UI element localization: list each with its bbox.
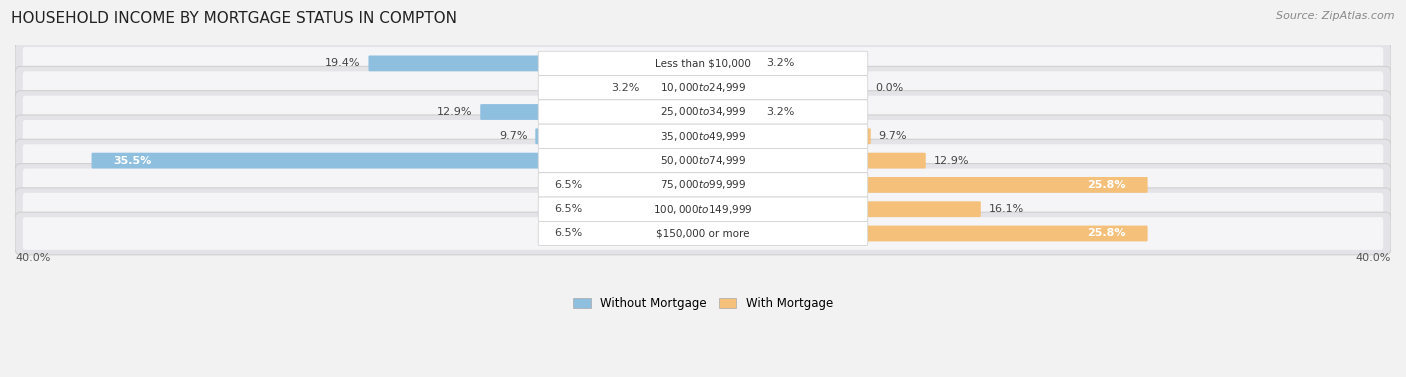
Text: 3.2%: 3.2% bbox=[612, 83, 640, 93]
Text: 3.2%: 3.2% bbox=[766, 58, 794, 68]
FancyBboxPatch shape bbox=[22, 193, 1384, 225]
FancyBboxPatch shape bbox=[538, 100, 868, 124]
FancyBboxPatch shape bbox=[536, 129, 540, 144]
FancyBboxPatch shape bbox=[368, 55, 540, 71]
FancyBboxPatch shape bbox=[22, 71, 1384, 104]
Text: 25.8%: 25.8% bbox=[1088, 228, 1126, 239]
Text: Source: ZipAtlas.com: Source: ZipAtlas.com bbox=[1277, 11, 1395, 21]
Text: HOUSEHOLD INCOME BY MORTGAGE STATUS IN COMPTON: HOUSEHOLD INCOME BY MORTGAGE STATUS IN C… bbox=[11, 11, 457, 26]
Legend: Without Mortgage, With Mortgage: Without Mortgage, With Mortgage bbox=[568, 292, 838, 314]
Text: 12.9%: 12.9% bbox=[934, 156, 969, 166]
FancyBboxPatch shape bbox=[15, 212, 1391, 255]
FancyBboxPatch shape bbox=[22, 217, 1384, 250]
Text: 3.2%: 3.2% bbox=[766, 107, 794, 117]
Text: $50,000 to $74,999: $50,000 to $74,999 bbox=[659, 154, 747, 167]
Text: 9.7%: 9.7% bbox=[879, 131, 907, 141]
Text: $100,000 to $149,999: $100,000 to $149,999 bbox=[654, 203, 752, 216]
FancyBboxPatch shape bbox=[540, 225, 591, 241]
FancyBboxPatch shape bbox=[22, 120, 1384, 153]
FancyBboxPatch shape bbox=[538, 221, 868, 246]
FancyBboxPatch shape bbox=[538, 173, 868, 197]
FancyBboxPatch shape bbox=[538, 75, 868, 100]
Text: 12.9%: 12.9% bbox=[437, 107, 472, 117]
FancyBboxPatch shape bbox=[91, 153, 540, 169]
Text: 19.4%: 19.4% bbox=[325, 58, 361, 68]
FancyBboxPatch shape bbox=[866, 201, 981, 217]
Text: 40.0%: 40.0% bbox=[15, 253, 51, 263]
FancyBboxPatch shape bbox=[15, 188, 1391, 230]
FancyBboxPatch shape bbox=[15, 42, 1391, 85]
FancyBboxPatch shape bbox=[540, 201, 591, 217]
FancyBboxPatch shape bbox=[538, 51, 868, 75]
FancyBboxPatch shape bbox=[866, 129, 870, 144]
FancyBboxPatch shape bbox=[538, 197, 868, 221]
Text: $25,000 to $34,999: $25,000 to $34,999 bbox=[659, 106, 747, 118]
FancyBboxPatch shape bbox=[540, 80, 648, 96]
Text: 40.0%: 40.0% bbox=[1355, 253, 1391, 263]
Text: Less than $10,000: Less than $10,000 bbox=[655, 58, 751, 68]
Text: 25.8%: 25.8% bbox=[1088, 180, 1126, 190]
FancyBboxPatch shape bbox=[22, 144, 1384, 177]
FancyBboxPatch shape bbox=[15, 115, 1391, 158]
Text: 35.5%: 35.5% bbox=[112, 156, 152, 166]
FancyBboxPatch shape bbox=[22, 96, 1384, 128]
FancyBboxPatch shape bbox=[758, 104, 866, 120]
FancyBboxPatch shape bbox=[866, 153, 925, 169]
FancyBboxPatch shape bbox=[22, 47, 1384, 80]
Text: $35,000 to $49,999: $35,000 to $49,999 bbox=[659, 130, 747, 143]
FancyBboxPatch shape bbox=[538, 124, 868, 149]
Text: $75,000 to $99,999: $75,000 to $99,999 bbox=[659, 178, 747, 192]
FancyBboxPatch shape bbox=[866, 225, 1147, 241]
FancyBboxPatch shape bbox=[540, 177, 591, 193]
FancyBboxPatch shape bbox=[15, 66, 1391, 109]
Text: 0.0%: 0.0% bbox=[875, 83, 903, 93]
Text: $150,000 or more: $150,000 or more bbox=[657, 228, 749, 239]
FancyBboxPatch shape bbox=[15, 164, 1391, 206]
Text: 6.5%: 6.5% bbox=[554, 228, 582, 239]
FancyBboxPatch shape bbox=[15, 139, 1391, 182]
FancyBboxPatch shape bbox=[866, 177, 1147, 193]
FancyBboxPatch shape bbox=[758, 55, 866, 71]
FancyBboxPatch shape bbox=[481, 104, 540, 120]
Text: $10,000 to $24,999: $10,000 to $24,999 bbox=[659, 81, 747, 94]
Text: 16.1%: 16.1% bbox=[988, 204, 1024, 214]
FancyBboxPatch shape bbox=[22, 169, 1384, 201]
Text: 6.5%: 6.5% bbox=[554, 180, 582, 190]
FancyBboxPatch shape bbox=[15, 90, 1391, 133]
Text: 6.5%: 6.5% bbox=[554, 204, 582, 214]
FancyBboxPatch shape bbox=[538, 149, 868, 173]
Text: 9.7%: 9.7% bbox=[499, 131, 527, 141]
